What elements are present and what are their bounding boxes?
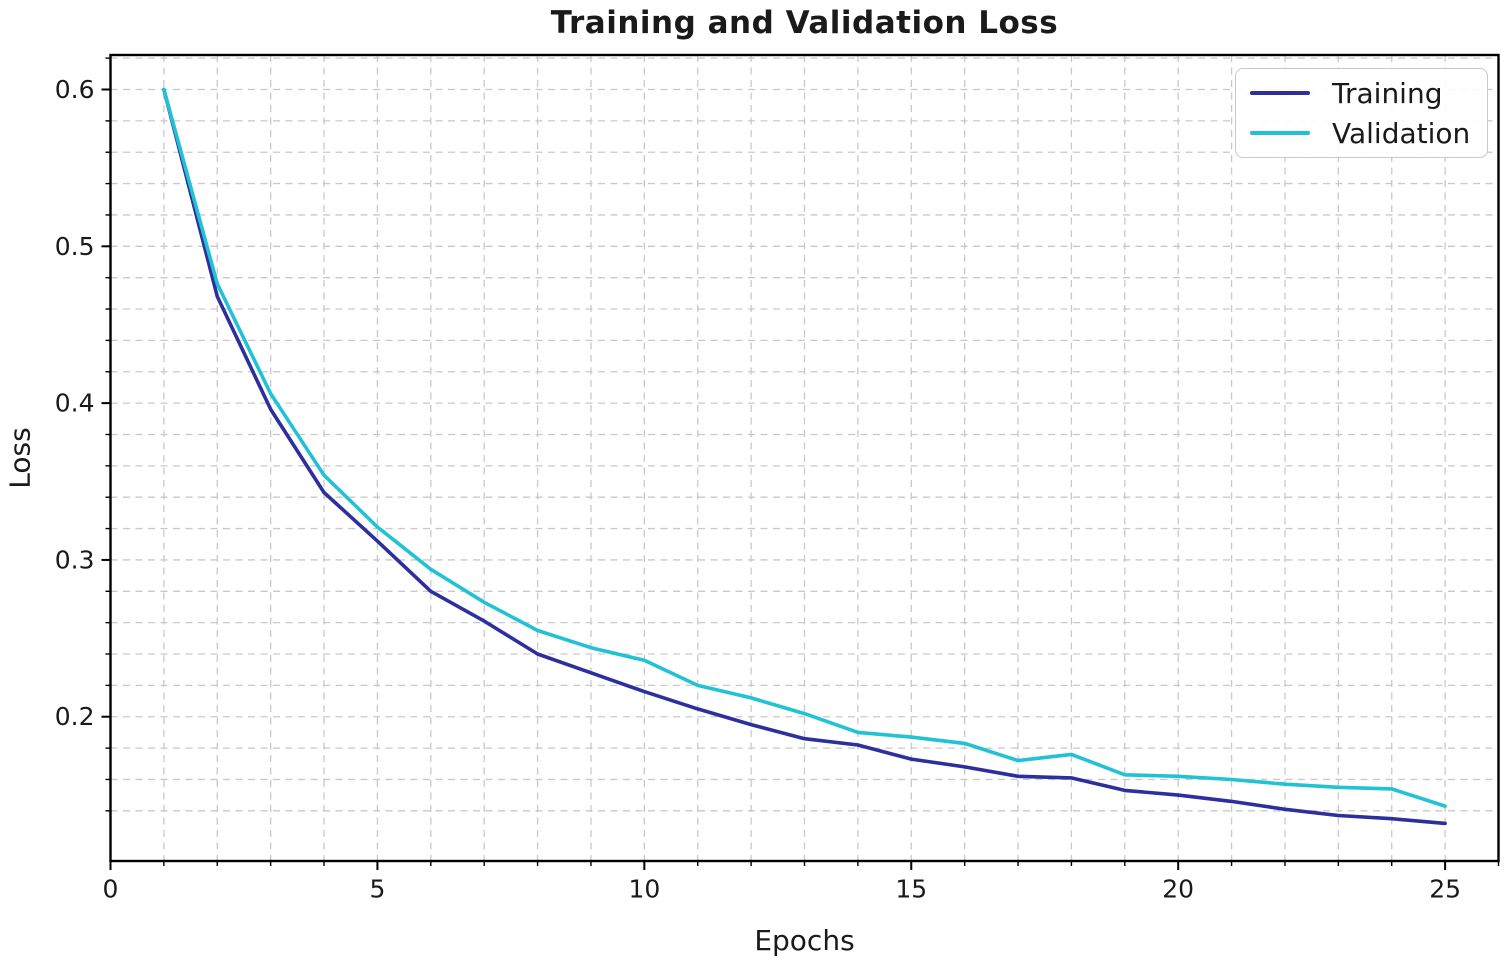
legend-label-validation: Validation — [1332, 116, 1471, 150]
validation-line — [162, 87, 1447, 808]
legend-label-training: Training — [1332, 76, 1443, 110]
chart-title: Training and Validation Loss — [550, 5, 1059, 41]
y-tick-label: 0.3 — [55, 545, 95, 574]
training-line — [162, 87, 1447, 826]
legend-item-validation: Validation — [1250, 113, 1487, 153]
x-tick-label: 0 — [103, 874, 119, 903]
x-tick-label: 15 — [895, 874, 927, 903]
legend: Training Validation — [1235, 68, 1488, 158]
x-tick-label: 5 — [369, 874, 385, 903]
y-tick-label: 0.5 — [55, 232, 95, 261]
legend-item-training: Training — [1250, 73, 1487, 113]
y-tick-label: 0.2 — [55, 702, 95, 731]
y-axis-label: Loss — [3, 427, 37, 489]
x-axis-label: Epochs — [754, 924, 855, 957]
x-tick-label: 25 — [1429, 874, 1461, 903]
training-line-swatch — [1250, 91, 1310, 95]
validation-line-swatch — [1250, 131, 1310, 135]
y-tick-label: 0.4 — [55, 389, 95, 418]
x-tick-label: 10 — [628, 874, 660, 903]
x-tick-label: 20 — [1162, 874, 1194, 903]
y-tick-label: 0.6 — [55, 75, 95, 104]
